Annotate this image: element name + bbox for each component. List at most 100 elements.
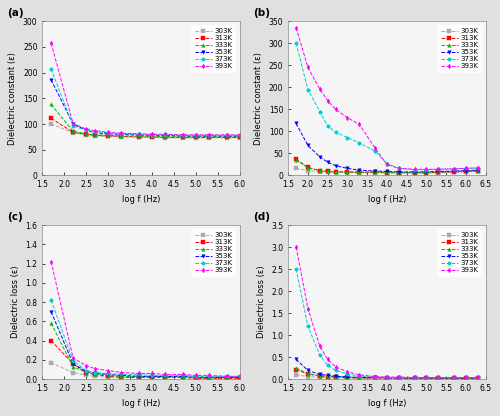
393K <box>83 126 89 131</box>
353K <box>118 373 124 378</box>
313K <box>136 134 142 139</box>
353K <box>317 154 323 159</box>
303K <box>206 135 212 140</box>
303K <box>324 375 330 380</box>
303K <box>372 170 378 175</box>
303K <box>344 170 350 175</box>
303K <box>193 135 199 140</box>
Line: 353K: 353K <box>294 122 480 173</box>
Text: (a): (a) <box>7 8 24 18</box>
313K <box>332 169 338 174</box>
Line: 373K: 373K <box>50 299 242 378</box>
373K <box>105 130 111 135</box>
373K <box>317 109 323 114</box>
373K <box>435 167 441 172</box>
303K <box>70 370 76 375</box>
393K <box>474 166 480 171</box>
353K <box>83 369 89 374</box>
353K <box>332 163 338 168</box>
313K <box>224 376 230 381</box>
333K <box>149 374 155 379</box>
Legend: 303K, 313K, 333K, 353K, 373K, 393K: 303K, 313K, 333K, 353K, 373K, 393K <box>191 228 236 277</box>
353K <box>384 375 390 380</box>
313K <box>356 170 362 175</box>
303K <box>451 376 457 381</box>
353K <box>48 77 54 82</box>
393K <box>136 131 142 136</box>
353K <box>83 128 89 133</box>
353K <box>324 373 330 378</box>
373K <box>396 375 402 380</box>
393K <box>48 259 54 264</box>
393K <box>451 166 457 171</box>
353K <box>356 375 362 380</box>
393K <box>83 363 89 368</box>
333K <box>83 370 89 375</box>
Line: 353K: 353K <box>50 78 242 138</box>
313K <box>396 375 402 380</box>
303K <box>305 374 311 379</box>
373K <box>162 132 168 137</box>
303K <box>136 135 142 140</box>
333K <box>105 133 111 138</box>
313K <box>206 376 212 381</box>
393K <box>463 375 469 380</box>
353K <box>162 133 168 138</box>
353K <box>435 169 441 174</box>
393K <box>344 115 350 120</box>
313K <box>180 135 186 140</box>
373K <box>384 375 390 380</box>
373K <box>136 372 142 377</box>
393K <box>324 98 330 103</box>
313K <box>48 116 54 121</box>
333K <box>70 129 76 134</box>
393K <box>384 162 390 167</box>
313K <box>224 135 230 140</box>
353K <box>193 375 199 380</box>
353K <box>424 375 430 380</box>
333K <box>384 375 390 380</box>
Line: 333K: 333K <box>294 366 480 380</box>
393K <box>384 374 390 379</box>
333K <box>92 132 98 137</box>
373K <box>356 374 362 379</box>
333K <box>206 375 212 380</box>
X-axis label: log f (Hz): log f (Hz) <box>122 399 160 408</box>
Y-axis label: Dielectric loss (ε): Dielectric loss (ε) <box>11 266 20 339</box>
333K <box>412 375 418 380</box>
353K <box>344 374 350 379</box>
373K <box>451 166 457 171</box>
313K <box>305 165 311 170</box>
313K <box>372 170 378 175</box>
303K <box>451 170 457 175</box>
353K <box>451 168 457 173</box>
393K <box>118 370 124 375</box>
333K <box>344 169 350 174</box>
333K <box>424 170 430 175</box>
313K <box>305 371 311 376</box>
313K <box>193 376 199 381</box>
303K <box>48 360 54 365</box>
333K <box>463 375 469 380</box>
333K <box>180 134 186 139</box>
333K <box>372 375 378 380</box>
Y-axis label: Dielectric constant (ε): Dielectric constant (ε) <box>254 52 263 145</box>
313K <box>136 375 142 380</box>
393K <box>305 65 311 70</box>
373K <box>206 374 212 379</box>
333K <box>224 134 230 139</box>
303K <box>412 376 418 381</box>
393K <box>136 371 142 376</box>
353K <box>105 131 111 136</box>
353K <box>372 375 378 380</box>
313K <box>344 169 350 174</box>
373K <box>118 372 124 377</box>
333K <box>293 157 299 162</box>
Line: 333K: 333K <box>294 158 480 174</box>
Line: 393K: 393K <box>294 26 480 171</box>
303K <box>384 170 390 175</box>
373K <box>344 135 350 140</box>
333K <box>224 375 230 380</box>
373K <box>136 132 142 137</box>
393K <box>193 132 199 137</box>
